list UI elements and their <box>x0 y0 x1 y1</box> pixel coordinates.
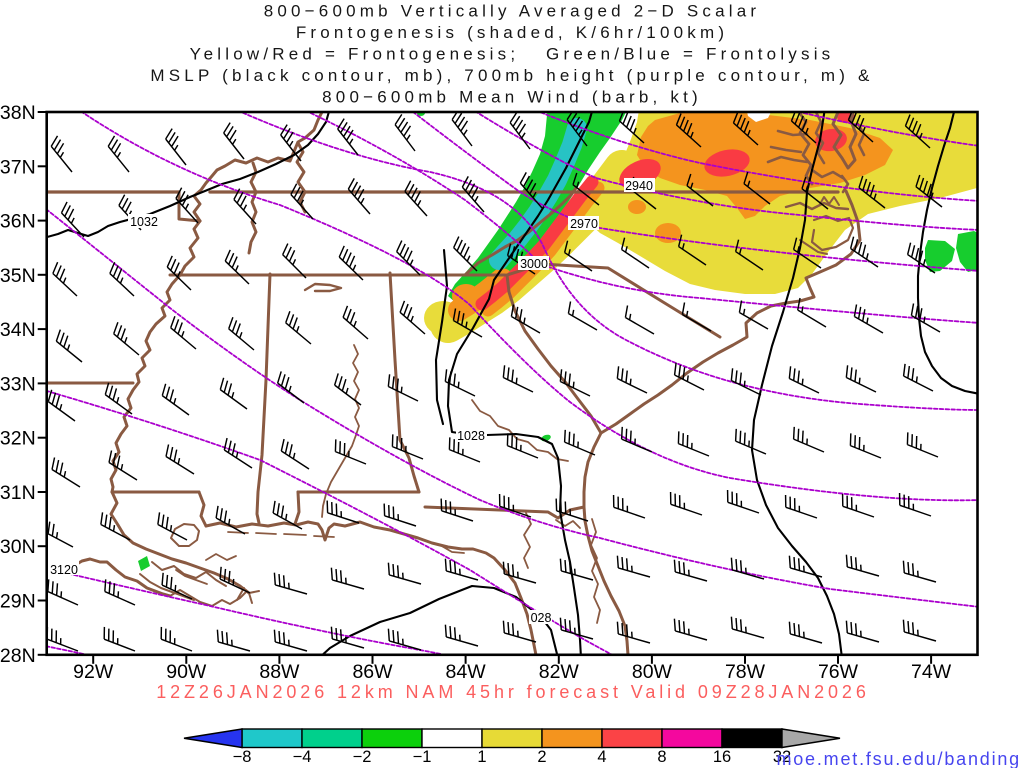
svg-text:90W: 90W <box>166 661 207 683</box>
svg-text:8: 8 <box>657 748 666 766</box>
svg-text:16: 16 <box>713 748 731 766</box>
svg-text:88W: 88W <box>259 661 300 683</box>
svg-text:76W: 76W <box>818 661 859 683</box>
svg-text:33N: 33N <box>0 373 36 395</box>
svg-text:34N: 34N <box>0 319 36 341</box>
svg-text:32N: 32N <box>0 428 36 450</box>
svg-text:800−600mb Mean Wind (barb, kt): 800−600mb Mean Wind (barb, kt) <box>322 88 702 107</box>
svg-text:38N: 38N <box>0 102 36 124</box>
svg-text:−1: −1 <box>413 748 432 766</box>
svg-text:1: 1 <box>477 748 486 766</box>
svg-text:86W: 86W <box>352 661 393 683</box>
svg-text:2970: 2970 <box>570 217 598 231</box>
svg-text:28N: 28N <box>0 645 36 667</box>
svg-text:78W: 78W <box>725 661 766 683</box>
svg-text:35N: 35N <box>0 265 36 287</box>
svg-text:Yellow/Red = Frontogenesis;: Yellow/Red = Frontogenesis; Green/Blue =… <box>190 45 835 64</box>
svg-text:36N: 36N <box>0 211 36 233</box>
svg-text:32: 32 <box>773 748 791 766</box>
svg-text:12Z26JAN2026 12km NAM 45hr for: 12Z26JAN2026 12km NAM 45hr forecast Vali… <box>156 682 870 702</box>
svg-text:3120: 3120 <box>50 563 78 577</box>
svg-text:800−600mb Vertically Averaged: 800−600mb Vertically Averaged 2−D Scalar <box>264 2 761 21</box>
svg-text:1032: 1032 <box>130 215 158 229</box>
svg-text:2: 2 <box>537 748 546 766</box>
svg-text:4: 4 <box>597 748 606 766</box>
svg-text:2940: 2940 <box>625 179 653 193</box>
svg-text:028: 028 <box>531 611 552 625</box>
svg-text:29N: 29N <box>0 591 36 613</box>
svg-text:84W: 84W <box>446 661 487 683</box>
svg-text:1028: 1028 <box>457 429 485 443</box>
svg-text:MSLP (black contour, mb), 700m: MSLP (black contour, mb), 700mb height (… <box>150 66 873 85</box>
svg-text:31N: 31N <box>0 482 36 504</box>
svg-text:−2: −2 <box>353 748 372 766</box>
svg-text:Frontogenesis (shaded, K/6hr/1: Frontogenesis (shaded, K/6hr/100km) <box>296 23 728 42</box>
svg-text:30N: 30N <box>0 536 36 558</box>
svg-text:80W: 80W <box>632 661 673 683</box>
svg-text:3000: 3000 <box>520 257 548 271</box>
svg-text:−8: −8 <box>233 748 252 766</box>
svg-text:92W: 92W <box>73 661 114 683</box>
svg-text:82W: 82W <box>539 661 580 683</box>
svg-text:moe.met.fsu.edu/banding: moe.met.fsu.edu/banding <box>776 749 1021 768</box>
svg-text:−4: −4 <box>293 748 312 766</box>
svg-text:37N: 37N <box>0 156 36 178</box>
svg-text:74W: 74W <box>911 661 952 683</box>
